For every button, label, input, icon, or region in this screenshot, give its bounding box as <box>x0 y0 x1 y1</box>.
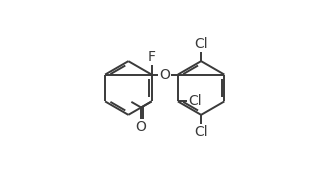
Text: F: F <box>148 50 156 64</box>
Text: O: O <box>136 121 147 134</box>
Text: O: O <box>159 68 170 81</box>
Text: Cl: Cl <box>188 95 202 108</box>
Text: Cl: Cl <box>194 37 208 51</box>
Text: Cl: Cl <box>194 125 208 139</box>
